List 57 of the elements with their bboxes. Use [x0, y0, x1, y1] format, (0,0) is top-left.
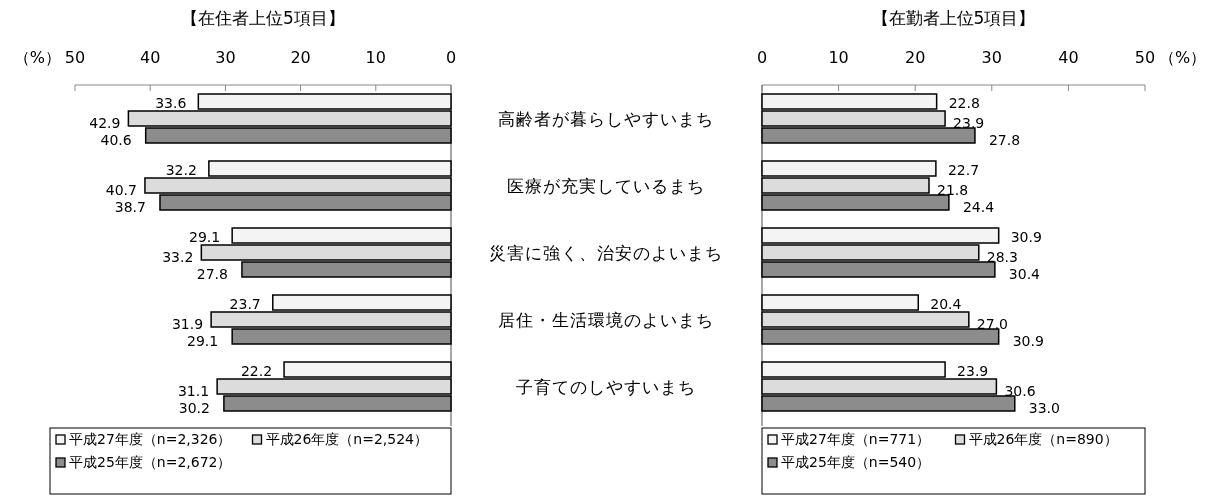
y-tick-label: 居住・生活環境のよいまち [498, 309, 714, 330]
data-label: 23.7 [229, 296, 261, 312]
data-label: 27.8 [988, 132, 1021, 148]
chart-title: 【在勤者上位5項目】 [871, 8, 1036, 28]
x-tick-label: 10 [365, 48, 386, 67]
x-tick-label: 20 [290, 48, 311, 67]
data-label: 21.8 [936, 182, 969, 198]
data-label: 29.1 [189, 229, 221, 245]
data-label: 30.6 [1004, 383, 1036, 399]
data-label: 30.4 [1008, 266, 1041, 282]
y-tick-label: 医療が充実しているまち [507, 175, 705, 196]
legend-label: 平成25年度（n=2,672） [69, 454, 232, 470]
y-tick-label: 高齢者が暮らしやすいまち [498, 108, 714, 129]
x-tick-label: 40 [140, 48, 161, 67]
x-tick-label: 30 [981, 48, 1002, 67]
data-label: 22.7 [947, 162, 980, 178]
data-label: 33.6 [155, 95, 187, 111]
data-label: 27.0 [976, 316, 1008, 332]
x-tick-label: 50 [1134, 48, 1156, 67]
data-label: 33.0 [1028, 400, 1060, 416]
legend-label: 平成26年度（n=2,524） [265, 431, 428, 447]
data-label: 27.8 [196, 266, 228, 282]
data-label: 22.8 [948, 95, 980, 111]
x-tick-label: 0 [756, 48, 768, 67]
data-label: 31.1 [177, 383, 210, 399]
x-tick-label: 0 [445, 48, 457, 67]
x-tick-label: 20 [905, 48, 926, 67]
data-label: 24.4 [962, 199, 995, 215]
data-label: 30.9 [1012, 333, 1044, 349]
data-label: 22.2 [240, 363, 273, 379]
data-label: 23.9 [953, 115, 985, 131]
y-tick-label: 災害に強く、治安のよいまち [489, 242, 723, 263]
data-label: 28.3 [986, 249, 1018, 265]
legend-label: 平成25年度（n=540） [781, 454, 931, 470]
x-tick-label: 30 [215, 48, 236, 67]
data-label: 33.2 [162, 249, 194, 265]
x-tick-label: 40 [1058, 48, 1079, 67]
data-label: 42.9 [89, 115, 121, 131]
chart-title: 【在住者上位5項目】 [181, 8, 345, 28]
data-label: 40.6 [100, 132, 132, 148]
x-axis-title: （%） [1159, 48, 1207, 67]
data-label: 31.9 [171, 316, 204, 332]
data-label: 32.2 [165, 162, 197, 178]
data-label: 23.9 [957, 363, 989, 379]
x-axis-title: （%） [13, 48, 61, 67]
legend-label: 平成27年度（n=771） [781, 431, 931, 447]
legend-label: 平成27年度（n=2,326） [69, 431, 232, 447]
data-label: 40.7 [105, 182, 137, 198]
legend-label: 平成26年度（n=890） [968, 431, 1118, 447]
y-tick-label: 子育てのしやすいまち [516, 376, 696, 397]
data-label: 20.4 [930, 296, 962, 312]
data-label: 30.2 [178, 400, 210, 416]
x-tick-label: 50 [64, 48, 86, 67]
data-label: 30.9 [1010, 229, 1042, 245]
x-tick-label: 10 [828, 48, 849, 67]
data-label: 29.1 [187, 333, 219, 349]
data-label: 38.7 [114, 199, 146, 215]
